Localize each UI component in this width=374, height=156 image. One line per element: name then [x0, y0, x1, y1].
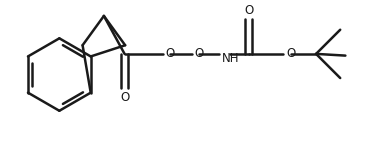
Text: O: O [244, 4, 254, 17]
Text: O: O [194, 47, 204, 60]
Text: O: O [165, 47, 175, 60]
Text: O: O [286, 47, 295, 60]
Text: NH: NH [221, 51, 239, 65]
Text: O: O [120, 90, 129, 104]
